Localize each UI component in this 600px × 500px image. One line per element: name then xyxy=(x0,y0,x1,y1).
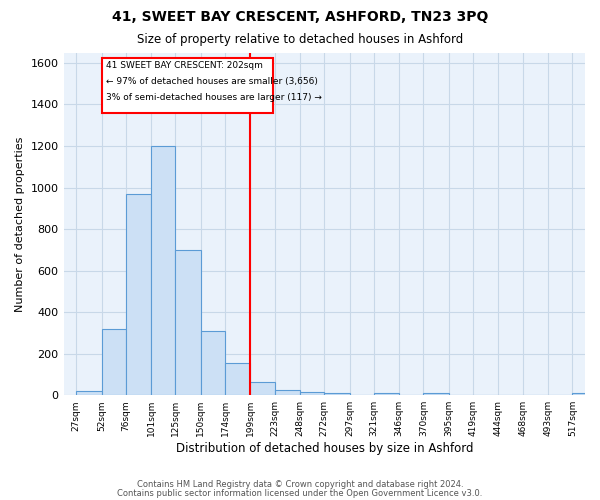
Bar xyxy=(225,363,250,395)
Bar xyxy=(151,146,175,395)
Text: Size of property relative to detached houses in Ashford: Size of property relative to detached ho… xyxy=(137,32,463,46)
Bar xyxy=(572,393,596,395)
Text: ← 97% of detached houses are smaller (3,656): ← 97% of detached houses are smaller (3,… xyxy=(106,77,317,86)
Bar xyxy=(374,393,399,395)
Bar xyxy=(126,194,151,395)
Bar xyxy=(250,382,275,395)
Bar xyxy=(101,328,126,395)
Bar xyxy=(76,391,101,395)
Bar xyxy=(175,250,201,395)
Bar xyxy=(424,393,449,395)
Text: 3% of semi-detached houses are larger (117) →: 3% of semi-detached houses are larger (1… xyxy=(106,92,322,102)
Bar xyxy=(275,390,300,395)
Bar xyxy=(101,58,272,112)
Text: 41, SWEET BAY CRESCENT, ASHFORD, TN23 3PQ: 41, SWEET BAY CRESCENT, ASHFORD, TN23 3P… xyxy=(112,10,488,24)
Text: 41 SWEET BAY CRESCENT: 202sqm: 41 SWEET BAY CRESCENT: 202sqm xyxy=(106,61,262,70)
Text: Contains public sector information licensed under the Open Government Licence v3: Contains public sector information licen… xyxy=(118,489,482,498)
Bar xyxy=(300,392,324,395)
X-axis label: Distribution of detached houses by size in Ashford: Distribution of detached houses by size … xyxy=(176,442,473,455)
Text: Contains HM Land Registry data © Crown copyright and database right 2024.: Contains HM Land Registry data © Crown c… xyxy=(137,480,463,489)
Bar xyxy=(324,393,350,395)
Y-axis label: Number of detached properties: Number of detached properties xyxy=(15,136,25,312)
Bar xyxy=(201,331,225,395)
